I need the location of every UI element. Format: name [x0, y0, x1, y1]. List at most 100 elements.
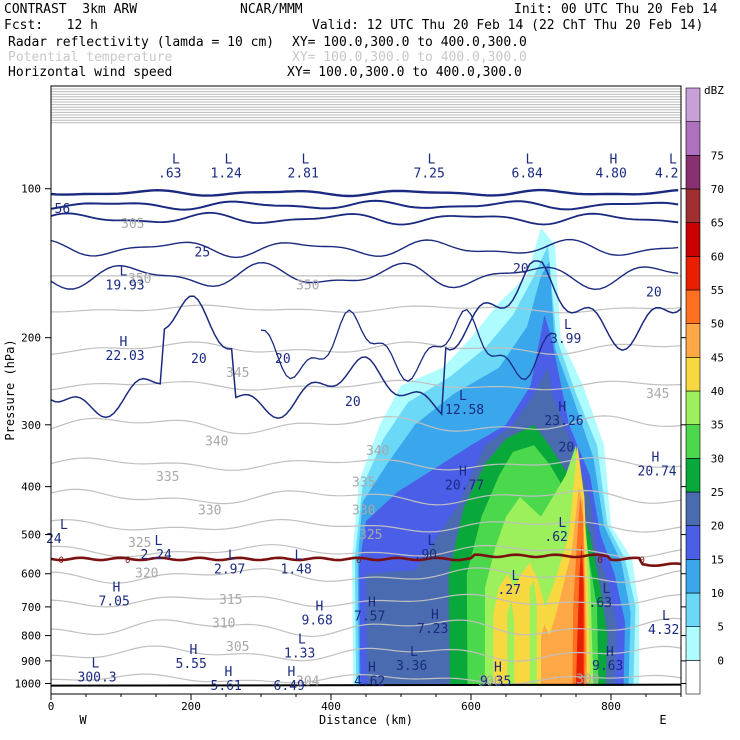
extremum-value: 1.24 — [211, 167, 242, 182]
colorbar-swatch — [685, 491, 701, 526]
extremum-marker: H — [225, 665, 233, 680]
extremum-value: 7.25 — [414, 167, 445, 182]
colorbar-swatch — [685, 458, 701, 493]
x-end-label-west: W — [79, 713, 87, 727]
theta-contour — [51, 673, 682, 685]
colorbar-swatch — [685, 121, 701, 156]
colorbar-swatch — [685, 87, 701, 122]
field-name-reflectivity: Radar reflectivity (lamda = 10 cm) — [8, 35, 275, 50]
freezing-level-label: 0 — [598, 556, 603, 566]
theta-label: 330 — [352, 503, 375, 518]
theta-label: 335 — [156, 470, 179, 485]
extremum-value: 4.62 — [354, 675, 385, 690]
wind-label: 20 — [275, 352, 291, 367]
extremum-marker: L — [459, 389, 467, 404]
theta-contour — [50, 617, 682, 638]
colorbar-swatch — [685, 256, 701, 291]
extremum-value: 9.68 — [302, 614, 333, 629]
extremum-marker: H — [558, 400, 566, 415]
field-name-theta: Potential temperature — [8, 50, 173, 65]
wind-contour — [50, 238, 679, 259]
colorbar-tick-label: 70 — [711, 183, 724, 196]
x-axis-label: Distance (km) — [319, 713, 413, 727]
x-tick-label: 600 — [461, 700, 481, 713]
y-tick-label: 800 — [21, 630, 41, 643]
extremum-marker: H — [368, 595, 376, 610]
wind-contour — [50, 188, 679, 198]
y-tick-label: 300 — [21, 419, 41, 432]
center-label: NCAR/MMM — [240, 2, 303, 17]
colorbar-swatch — [685, 357, 701, 392]
theta-contour — [50, 518, 682, 533]
wind-label: 56 — [55, 202, 71, 217]
colorbar-tick-label: 15 — [711, 553, 724, 566]
theta-label: 300 — [478, 675, 501, 690]
theta-contour — [50, 488, 682, 506]
y-tick-label: 1000 — [15, 678, 42, 691]
extremum-marker: L — [302, 153, 310, 168]
theta-label: 340 — [205, 434, 228, 449]
extremum-marker: H — [431, 608, 439, 623]
forecast-hour: Fcst: 12 h — [4, 18, 98, 33]
extremum-value: 4.2 — [655, 167, 678, 182]
extremum-value: 5.61 — [211, 679, 242, 694]
colorbar-swatch — [685, 323, 701, 358]
colorbar-tick-label: 75 — [711, 149, 724, 162]
extremum-marker: L — [564, 318, 572, 333]
colorbar-tick-label: 45 — [711, 351, 724, 364]
colorbar-swatch — [685, 188, 701, 223]
theta-label: 305 — [226, 640, 249, 655]
field-name-wind: Horizontal wind speed — [8, 65, 173, 80]
wind-contour — [50, 261, 679, 291]
wind-label: 20 — [345, 395, 361, 410]
x-tick-label: 800 — [601, 700, 621, 713]
extremum-marker: H — [459, 464, 467, 479]
extremum-value: 300.3 — [78, 670, 117, 685]
colorbar-unit: dBZ — [704, 84, 724, 97]
colorbar-swatch — [685, 424, 701, 459]
init-time: Init: 00 UTC Thu 20 Feb 14 — [514, 2, 718, 17]
extremum-marker: L — [526, 153, 534, 168]
extremum-marker: H — [120, 335, 128, 350]
theta-label: 325 — [359, 528, 382, 543]
colorbar-tick-label: 35 — [711, 419, 724, 432]
extremum-value: 3.36 — [396, 659, 427, 674]
freezing-level-label: 0 — [125, 556, 130, 566]
extremum-value: 24 — [46, 532, 62, 547]
theta-label: 335 — [352, 476, 375, 491]
y-tick-label: 100 — [21, 183, 41, 196]
extremum-value: 19.93 — [106, 279, 145, 294]
extremum-value: 6.49 — [274, 679, 305, 694]
wind-contour-20b — [260, 308, 556, 382]
extremum-value: 9.63 — [592, 659, 623, 674]
extremum-marker: L — [428, 534, 436, 549]
theta-contour — [51, 304, 682, 314]
extremum-value: 2.81 — [288, 167, 319, 182]
colorbar-tick-label: 65 — [711, 217, 724, 230]
field-xy-reflectivity: XY= 100.0,300.0 to 400.0,300.0 — [292, 35, 527, 50]
valid-time: Valid: 12 UTC Thu 20 Feb 14 (22 ChT Thu … — [312, 18, 704, 33]
model-label: CONTRAST 3km ARW — [4, 2, 138, 17]
colorbar-swatch — [685, 289, 701, 324]
colorbar-tick-label: 55 — [711, 284, 724, 297]
theta-label: 350 — [296, 279, 319, 294]
extremum-marker: L — [60, 518, 68, 533]
wind-contour — [50, 211, 679, 226]
wind-contour — [50, 199, 679, 211]
field-xy-wind: XY= 100.0,300.0 to 400.0,300.0 — [287, 65, 522, 80]
theta-label: 330 — [198, 503, 221, 518]
y-tick-label: 900 — [21, 655, 41, 668]
extremum-value: 20.77 — [445, 478, 484, 493]
theta-label: 315 — [219, 593, 242, 608]
extremum-marker: L — [669, 153, 677, 168]
extremum-marker: L — [172, 153, 180, 168]
y-axis-label: Pressure (hPa) — [3, 339, 17, 440]
extremum-value: 5.55 — [176, 657, 207, 672]
y-tick-label: 200 — [21, 332, 41, 345]
wind-label: 20 — [559, 441, 575, 456]
extremum-value: 7.05 — [99, 594, 130, 609]
theta-label: 305 — [121, 217, 144, 232]
extremum-marker: L — [298, 632, 306, 647]
extremum-value: 20.74 — [638, 465, 677, 480]
